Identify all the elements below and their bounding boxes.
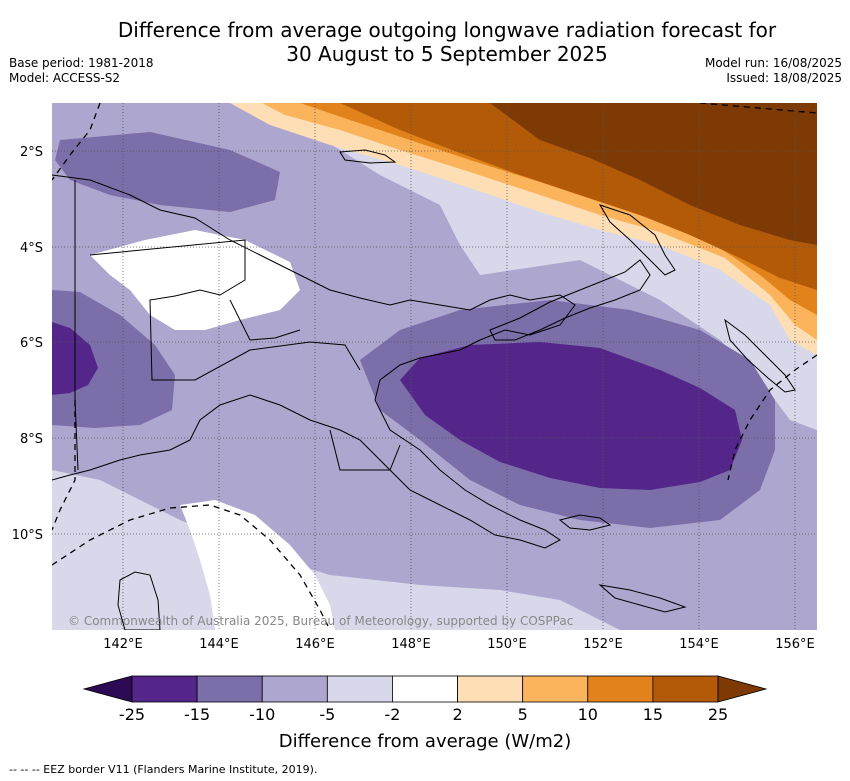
eez-torres-strait [52,504,331,630]
lat-tick-label: 4°S [20,241,43,256]
lon-tick-label: 154°E [679,637,719,652]
title-line-2: 30 August to 5 September 2025 [286,42,608,66]
eez-north-east [699,103,817,114]
colorbar-tick-label: -2 [384,705,400,724]
model-text: Model: ACCESS-S2 [9,71,121,85]
lat-tick-label: 2°S [20,145,43,160]
graticule [52,103,817,630]
coastline-new-ireland [598,204,676,276]
eez-north-west [52,103,101,181]
base-period-text: Base period: 1981-2018 [9,56,154,70]
colorbar-swatch [587,675,654,703]
coastline-new-guinea [52,174,576,549]
coastline-cape-york [117,571,161,630]
colorbar-swatch [522,675,589,703]
colorbar-swatch [392,675,458,703]
coastline-louisiade [598,584,687,613]
colorbar-tick-label: -15 [184,705,210,724]
eez-footnote: -- -- -- EEZ border V11 (Flanders Marine… [9,763,318,776]
colorbar-extend-high [717,675,768,703]
png-indonesia-border [74,180,79,471]
lon-tick-label: 152°E [583,637,623,652]
lat-tick-label: 10°S [12,528,43,543]
issued-text: Issued: 18/08/2025 [726,71,842,85]
eez-west [52,400,76,531]
colorbar [82,675,768,703]
colorbar-swatch [652,675,719,703]
chart-title: Difference from average outgoing longwav… [0,18,850,66]
colorbar-tick-label: 5 [518,705,528,724]
coastline-dentrecasteaux [558,514,612,531]
colorbar-tick-label: 2 [452,705,462,724]
coastlines [52,149,796,630]
lon-axis: 142°E 144°E 146°E 148°E 150°E 152°E 154°… [103,637,815,652]
lat-tick-label: 8°S [20,432,43,447]
olr-band-minus10-15-west [52,290,175,428]
title-line-1: Difference from average outgoing longwav… [117,18,777,42]
lon-tick-label: 144°E [199,637,239,652]
colorbar-swatch [196,675,263,703]
colorbar-tick-label: 10 [578,705,598,724]
olr-band-minus10-15-north [55,132,280,212]
colorbar-tick-label: -25 [119,705,145,724]
colorbar-label: Difference from average (W/m2) [279,731,571,752]
colorbar-tick-label: 15 [643,705,663,724]
meta-left: Base period: 1981-2018 Model: ACCESS-S2 [9,56,154,86]
province-borders [89,239,401,471]
colorbar-tick-label: 25 [708,705,728,724]
coastline-bougainville [724,318,796,393]
coastline-new-britain [489,259,651,341]
lon-tick-label: 148°E [391,637,431,652]
olr-band-minus15-25-central [400,342,742,490]
colorbar-swatch [457,675,524,703]
lat-tick-label: 6°S [20,336,43,351]
colorbar-tick-label: -10 [249,705,275,724]
colorbar-swatch [326,675,393,703]
border-lines [74,180,401,471]
colorbar-swatch [131,675,198,703]
lon-tick-label: 156°E [775,637,815,652]
eez-borders [52,103,817,630]
copyright-text: © Commonwealth of Australia 2025, Bureau… [68,614,573,628]
olr-band-plus25-more [490,103,817,245]
lon-tick-label: 150°E [487,637,527,652]
eez-east [727,354,817,481]
lat-axis: 2°S 4°S 6°S 8°S 10°S [12,145,43,543]
olr-band-neutral-west [90,230,300,330]
map-panel: © Commonwealth of Australia 2025, Bureau… [52,103,817,630]
model-run-text: Model run: 16/08/2025 [704,56,842,70]
colorbar-extend-low [82,675,133,703]
lon-tick-label: 142°E [103,637,143,652]
meta-right: Model run: 16/08/2025 Issued: 18/08/2025 [705,56,842,86]
colorbar-tick-label: -5 [319,705,335,724]
colorbar-swatch [261,675,328,703]
colorbar-tick-labels: -25 -15 -10 -5 -2 2 5 10 15 25 [119,705,728,724]
lon-tick-label: 146°E [295,637,335,652]
coastline-manus [339,149,397,164]
